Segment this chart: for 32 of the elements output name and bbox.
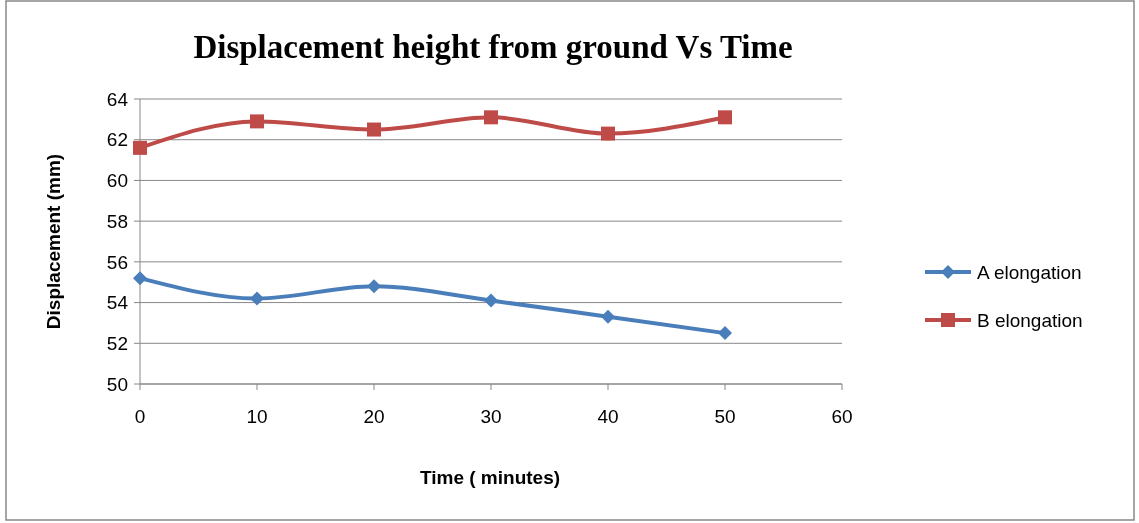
point	[250, 114, 264, 129]
y-tick-label: 60	[106, 170, 128, 192]
point	[133, 140, 147, 155]
point	[367, 279, 381, 294]
point	[718, 110, 732, 125]
y-tick-label: 58	[106, 210, 128, 232]
legend-label: A elongation	[977, 261, 1082, 283]
x-tick-label: 20	[363, 406, 385, 427]
chart-title: Displacement height from ground Vs Time	[193, 29, 793, 65]
point	[133, 271, 147, 286]
point	[601, 309, 615, 324]
x-tick-label: 60	[831, 406, 853, 427]
y-tick-label: 54	[106, 292, 129, 314]
point	[484, 293, 498, 308]
y-tick-label: 56	[106, 251, 128, 273]
point	[718, 326, 732, 341]
y-tick-label: 52	[106, 332, 128, 354]
x-tick-label: 50	[714, 406, 736, 427]
legend-label: B elongation	[977, 309, 1083, 331]
point	[601, 126, 615, 141]
point	[250, 291, 264, 306]
point	[484, 110, 498, 125]
x-tick-label: 40	[597, 406, 619, 427]
x-axis-title: Time ( minutes)	[419, 467, 561, 488]
y-tick-label: 64	[106, 88, 129, 110]
x-tick-label: 10	[246, 406, 268, 427]
y-tick-label: 50	[106, 373, 128, 395]
y-tick-label: 62	[106, 129, 128, 151]
x-tick-label: 0	[134, 406, 146, 427]
y-axis-title: Displacement (mm)	[43, 153, 64, 330]
x-tick-label: 30	[480, 406, 502, 427]
point	[367, 122, 381, 137]
